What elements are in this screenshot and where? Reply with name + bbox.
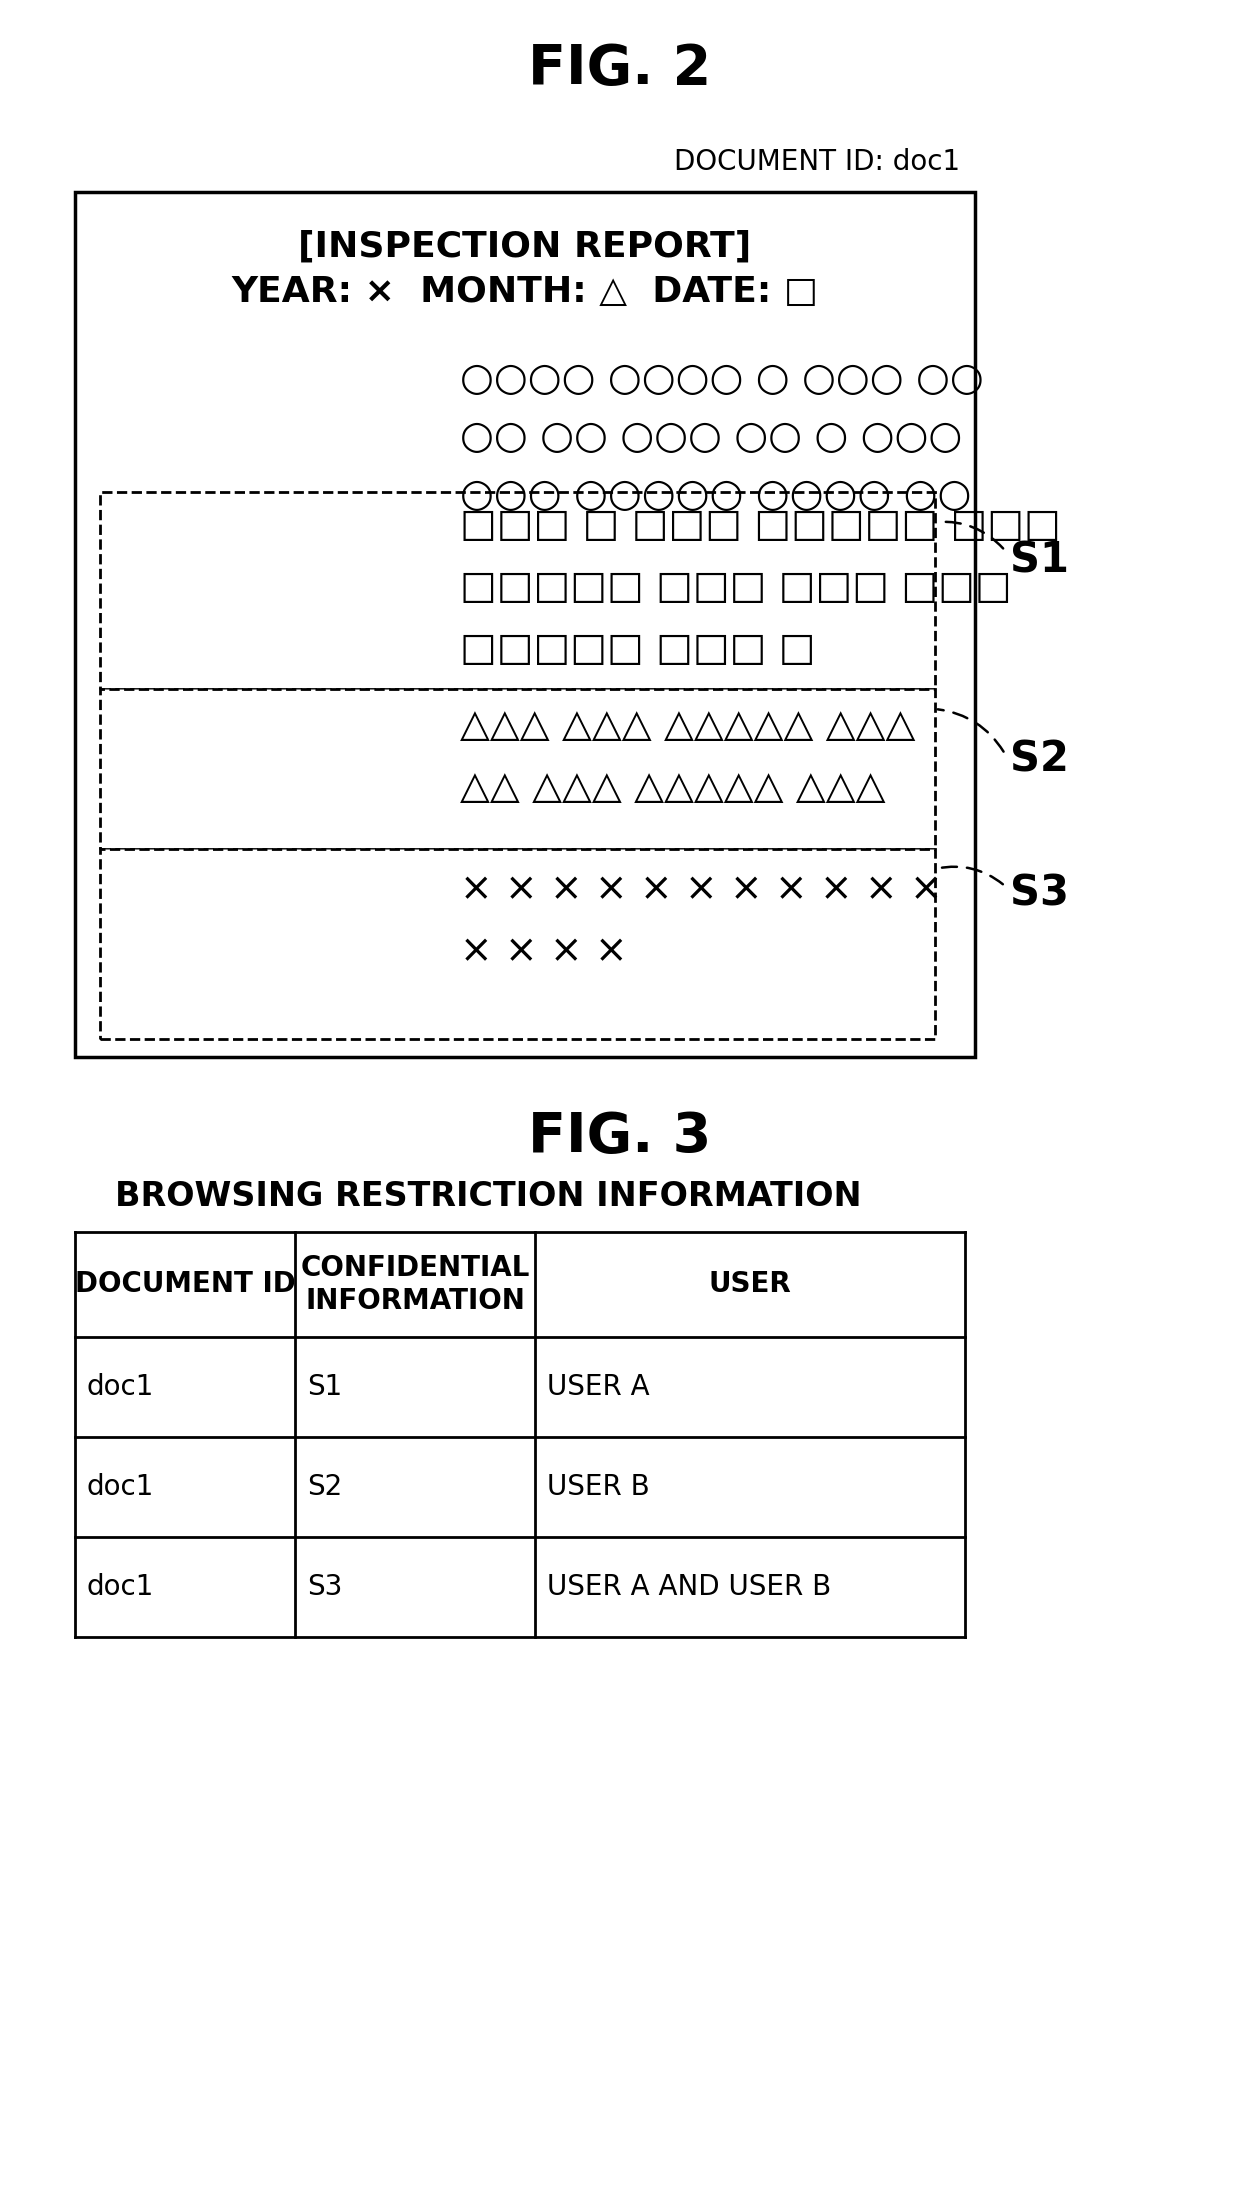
Text: × × × ×: × × × × (460, 932, 627, 971)
Text: □□□ □ □□□ □□□□□ □□□: □□□ □ □□□ □□□□□ □□□ (460, 505, 1060, 545)
Text: CONFIDENTIAL
INFORMATION: CONFIDENTIAL INFORMATION (300, 1254, 529, 1314)
Text: [INSPECTION REPORT]: [INSPECTION REPORT] (299, 231, 751, 264)
Text: S1: S1 (308, 1373, 342, 1402)
Text: USER B: USER B (547, 1472, 650, 1501)
Text: △△ △△△ △△△△△ △△△: △△ △△△ △△△△△ △△△ (460, 769, 885, 806)
Text: □□□□□ □□□ □: □□□□□ □□□ □ (460, 631, 816, 668)
Text: DOCUMENT ID: DOCUMENT ID (74, 1270, 295, 1298)
Text: doc1: doc1 (87, 1373, 154, 1402)
Text: S3: S3 (1011, 872, 1069, 914)
Text: × × × × × × × × × × ×: × × × × × × × × × × × (460, 870, 942, 907)
Text: S2: S2 (308, 1472, 342, 1501)
Text: S2: S2 (1011, 738, 1069, 780)
Text: USER A: USER A (547, 1373, 650, 1402)
Text: DOCUMENT ID: doc1: DOCUMENT ID: doc1 (673, 147, 960, 176)
Text: FIG. 2: FIG. 2 (528, 42, 712, 97)
Text: BROWSING RESTRICTION INFORMATION: BROWSING RESTRICTION INFORMATION (115, 1180, 862, 1213)
Bar (100, 848, 935, 1039)
Text: doc1: doc1 (87, 1472, 154, 1501)
Text: □□□□□ □□□ □□□ □□□: □□□□□ □□□ □□□ □□□ (460, 569, 1012, 606)
Text: ○○ ○○ ○○○ ○○ ○ ○○○: ○○ ○○ ○○○ ○○ ○ ○○○ (460, 417, 962, 457)
Text: ○○○ ○○○○○ ○○○○ ○○: ○○○ ○○○○○ ○○○○ ○○ (460, 477, 971, 514)
Text: FIG. 3: FIG. 3 (528, 1109, 712, 1164)
Text: △△△ △△△ △△△△△ △△△: △△△ △△△ △△△△△ △△△ (460, 705, 915, 745)
Text: USER: USER (708, 1270, 791, 1298)
Text: ○○○○ ○○○○ ○ ○○○ ○○: ○○○○ ○○○○ ○ ○○○ ○○ (460, 360, 983, 398)
Bar (100, 492, 935, 690)
Text: YEAR: ×  MONTH: △  DATE: □: YEAR: × MONTH: △ DATE: □ (232, 275, 818, 310)
Bar (100, 690, 935, 848)
Text: doc1: doc1 (87, 1573, 154, 1602)
Text: S3: S3 (308, 1573, 342, 1602)
Text: USER A AND USER B: USER A AND USER B (547, 1573, 831, 1602)
Bar (74, 191, 975, 1057)
Text: S1: S1 (1011, 540, 1069, 582)
